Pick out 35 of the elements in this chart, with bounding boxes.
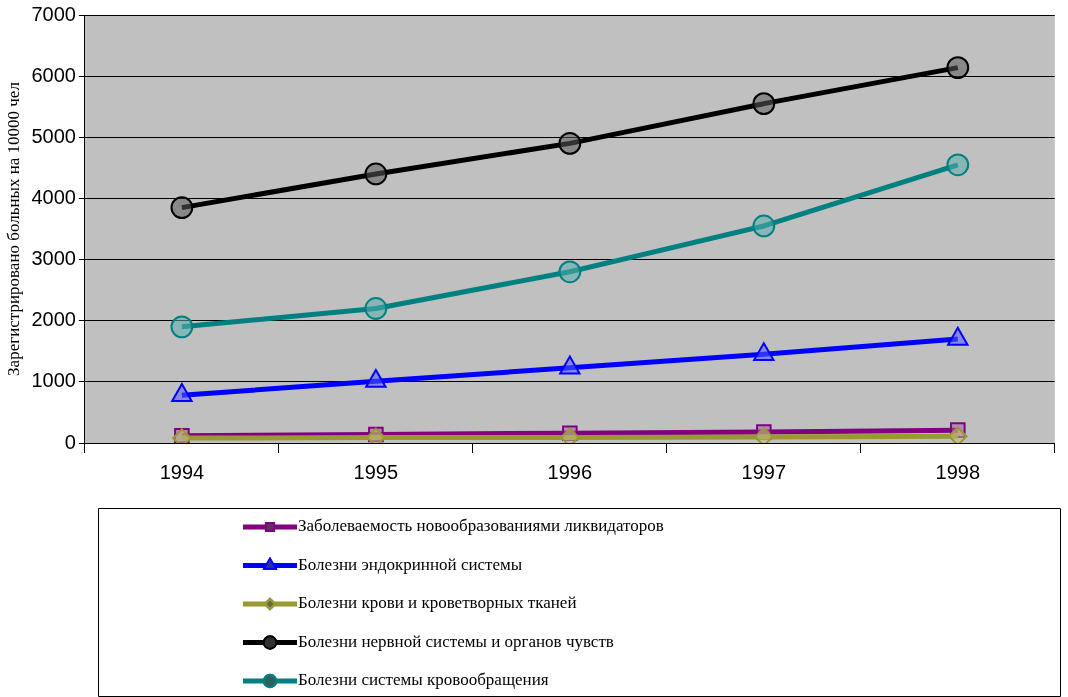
y-tick-label: 7000 [31,2,76,25]
point [946,56,970,79]
point [171,383,193,402]
point [752,92,776,116]
legend-label: Болезни крови и кроветворных тканей [298,593,577,613]
point [753,342,775,361]
point [752,214,776,238]
y-tick-label: 4000 [31,185,76,208]
point [170,315,194,339]
point [947,326,969,346]
x-tick-label: 1998 [935,460,981,483]
x-tick-label: 1994 [159,460,205,483]
point [559,355,581,375]
point [170,196,194,219]
point [365,369,387,388]
y-tick-label: 1000 [31,369,76,392]
legend-label: Болезни системы кровообращения [298,670,549,690]
point [558,132,582,155]
y-axis-title: Зарегистрировано больных на 10000 чел [3,81,23,376]
x-tick-label: 1996 [547,460,593,483]
y-tick-label: 2000 [31,308,76,331]
point [364,162,388,186]
y-tick-label: 3000 [31,247,76,270]
legend-label: Заболеваемость новообразованиями ликвидаторов [298,516,664,536]
point [558,260,582,284]
legend-label: Болезни эндокринной системы [298,554,523,574]
point [948,426,968,443]
y-tick-label: 5000 [31,124,76,147]
legend-label: Болезни нервной системы и органов чувств [298,631,614,651]
y-tick-label: 6000 [31,63,76,86]
y-tick-label: 0 [64,430,76,453]
point [946,153,970,177]
x-tick-label: 1995 [353,460,399,483]
x-tick-label: 1997 [741,460,787,483]
point [364,297,388,320]
